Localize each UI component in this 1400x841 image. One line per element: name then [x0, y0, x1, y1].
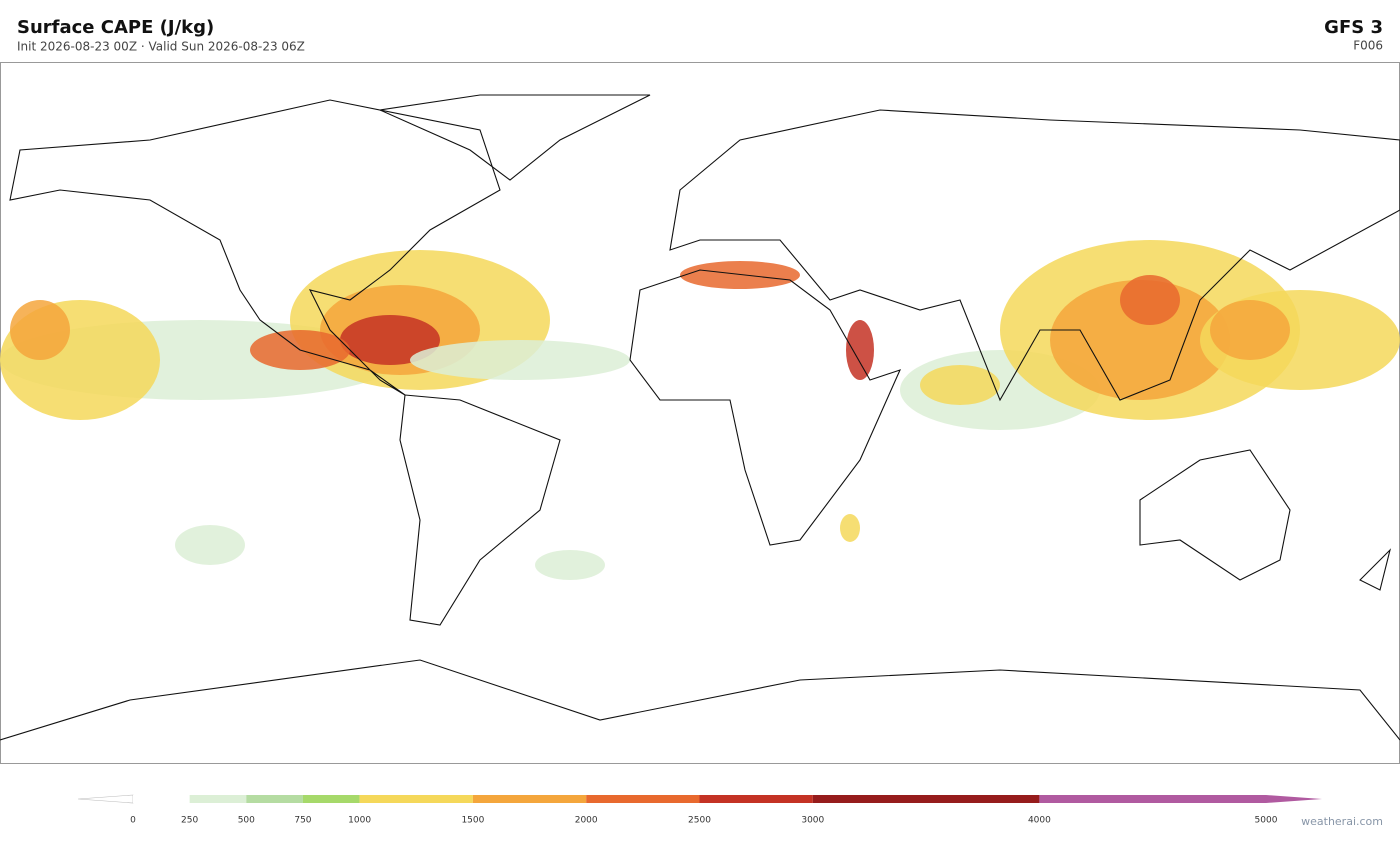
colorbar-tick-label: 3000: [801, 816, 824, 826]
subtitle: Init 2026-08-23 00Z · Valid Sun 2026-08-…: [17, 40, 305, 54]
cape-field: [0, 240, 1400, 580]
colorbar-bin: [189, 795, 247, 803]
model: GFS 3: [1324, 17, 1383, 38]
coastlines: [0, 94, 1400, 741]
colorbar-tick-label: 4000: [1028, 816, 1051, 826]
colorbar-bin: [699, 795, 813, 803]
forecast-hour: F006: [1353, 39, 1383, 53]
colorbar-under: [77, 794, 134, 804]
colorbar-bin: [246, 795, 303, 803]
colorbar-bin: [812, 795, 1040, 803]
colorbar-tick-label: 1500: [461, 816, 484, 826]
colorbar-bin: [359, 795, 473, 803]
colorbar-tick-label: 500: [238, 816, 255, 826]
colorbar-tick-label: 1000: [348, 816, 371, 826]
colorbar-tick-label: 2500: [688, 816, 711, 826]
colorbar-bin: [586, 795, 700, 803]
colorbar-over: [1266, 795, 1322, 803]
colorbar-bin: [302, 795, 360, 803]
title: Surface CAPE (J/kg): [17, 17, 214, 38]
colorbar-bin: [133, 795, 190, 803]
credit: weatherai.com: [1301, 815, 1383, 828]
colorbar-tick-label: 2000: [575, 816, 598, 826]
colorbar-tick-label: 0: [130, 816, 136, 826]
colorbar: 0 250 500 750 1000 1500 2000 2500 3000 4000 5000: [77, 794, 1322, 826]
colorbar-tick-label: 5000: [1255, 816, 1278, 826]
colorbar-tick-label: 250: [181, 816, 198, 826]
colorbar-bin: [472, 795, 587, 803]
colorbar-bin: [1039, 795, 1266, 803]
colorbar-tick-label: 750: [294, 816, 311, 826]
